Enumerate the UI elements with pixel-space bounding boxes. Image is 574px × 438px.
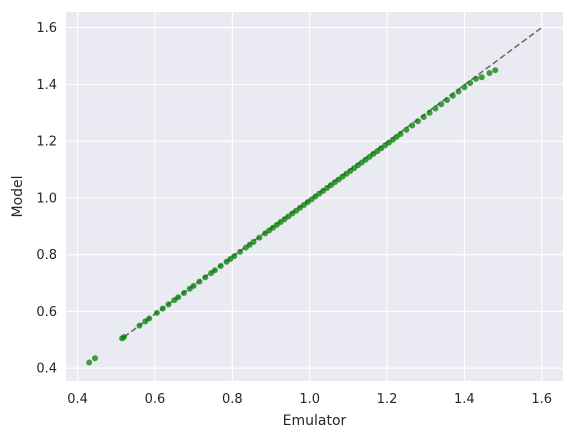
y-tick-labels: 0.4 0.6 0.8 1.0 1.2 1.4 1.6: [36, 21, 57, 377]
data-point-23: [237, 249, 243, 255]
data-point-16: [202, 274, 208, 280]
data-point-12: [181, 290, 187, 296]
data-point-1: [92, 355, 98, 361]
x-tick-label-1: 0.6: [145, 392, 166, 407]
data-point-71: [444, 97, 450, 103]
data-point-78: [487, 70, 493, 76]
data-point-67: [421, 114, 427, 120]
x-tick-labels: 0.4 0.6 0.8 1.0 1.2 1.4 1.6: [67, 392, 552, 407]
data-point-26: [251, 239, 257, 245]
data-point-18: [212, 267, 218, 273]
data-point-3: [121, 334, 127, 340]
data-point-9: [165, 301, 171, 307]
x-tick-label-2: 0.8: [222, 392, 243, 407]
x-tick-label-6: 1.6: [531, 392, 552, 407]
y-tick-label-5: 1.4: [36, 78, 57, 93]
data-point-7: [154, 310, 160, 316]
data-point-76: [473, 76, 479, 82]
data-point-68: [427, 110, 433, 116]
y-tick-label-0: 0.4: [36, 362, 57, 377]
x-tick-label-5: 1.4: [454, 392, 475, 407]
data-point-70: [438, 101, 444, 107]
data-point-6: [146, 316, 152, 322]
y-axis-label: Model: [10, 175, 26, 217]
x-axis-label: Emulator: [283, 413, 347, 429]
data-point-69: [432, 106, 438, 112]
data-point-79: [492, 67, 498, 73]
y-tick-label-6: 1.6: [36, 21, 57, 36]
data-point-77: [479, 74, 485, 80]
data-point-27: [256, 235, 262, 241]
data-point-22: [231, 253, 237, 259]
data-point-0: [86, 360, 92, 366]
x-tick-label-4: 1.2: [377, 392, 398, 407]
data-point-64: [403, 127, 409, 133]
y-tick-label-3: 1.0: [36, 191, 57, 206]
y-tick-label-2: 0.8: [36, 248, 57, 263]
y-tick-label-1: 0.6: [36, 305, 57, 320]
data-point-65: [409, 123, 415, 129]
data-point-8: [160, 306, 166, 312]
data-point-66: [415, 118, 421, 124]
data-point-14: [191, 283, 197, 289]
data-point-72: [450, 93, 456, 99]
data-point-74: [461, 84, 467, 90]
data-point-19: [218, 263, 224, 269]
x-tick-label-3: 1.0: [299, 392, 320, 407]
data-point-11: [175, 294, 181, 300]
x-tick-label-0: 0.4: [67, 392, 88, 407]
data-point-15: [196, 279, 202, 285]
data-point-75: [467, 80, 473, 86]
data-point-73: [456, 88, 462, 94]
y-tick-label-4: 1.2: [36, 135, 57, 150]
data-point-63: [398, 131, 404, 137]
data-point-4: [136, 323, 142, 329]
